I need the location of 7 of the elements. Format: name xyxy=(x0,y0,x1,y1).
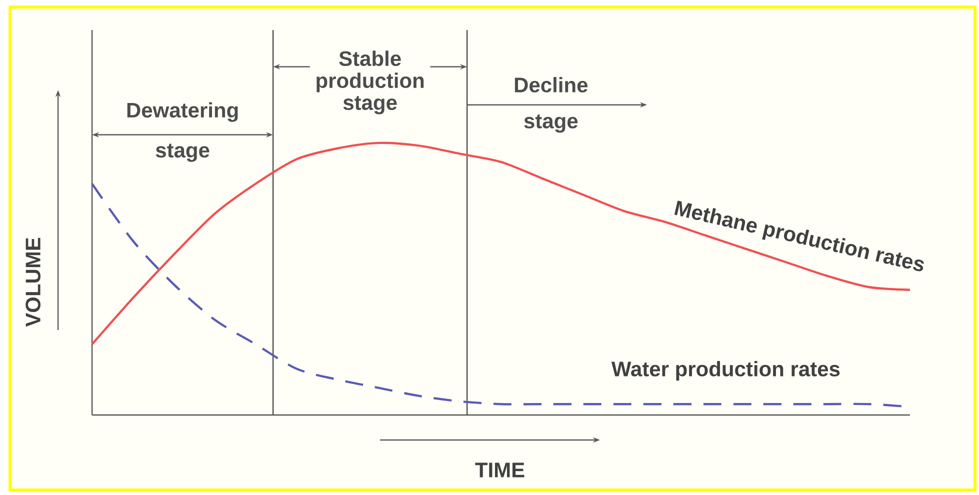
text: Decline stage xyxy=(514,77,588,133)
x-axis-title: TIME xyxy=(475,462,524,478)
text: Methane production rates xyxy=(674,200,924,272)
text: Stable production stage xyxy=(316,50,424,114)
y-axis-title: VOLUME xyxy=(26,238,40,327)
annotation: Dewatering stage xyxy=(127,102,238,162)
series-label: Water production rates xyxy=(611,360,840,381)
